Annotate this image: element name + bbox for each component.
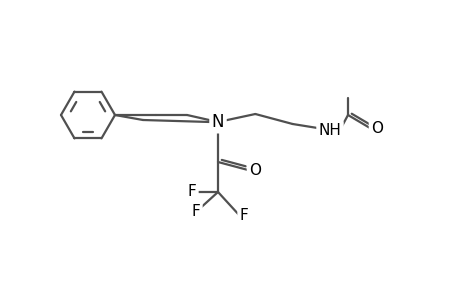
Text: F: F (239, 208, 248, 224)
Text: N: N (211, 113, 224, 131)
Text: F: F (187, 184, 196, 200)
Text: NH: NH (318, 122, 341, 137)
Text: O: O (370, 121, 382, 136)
Text: O: O (248, 163, 260, 178)
Text: F: F (191, 205, 200, 220)
